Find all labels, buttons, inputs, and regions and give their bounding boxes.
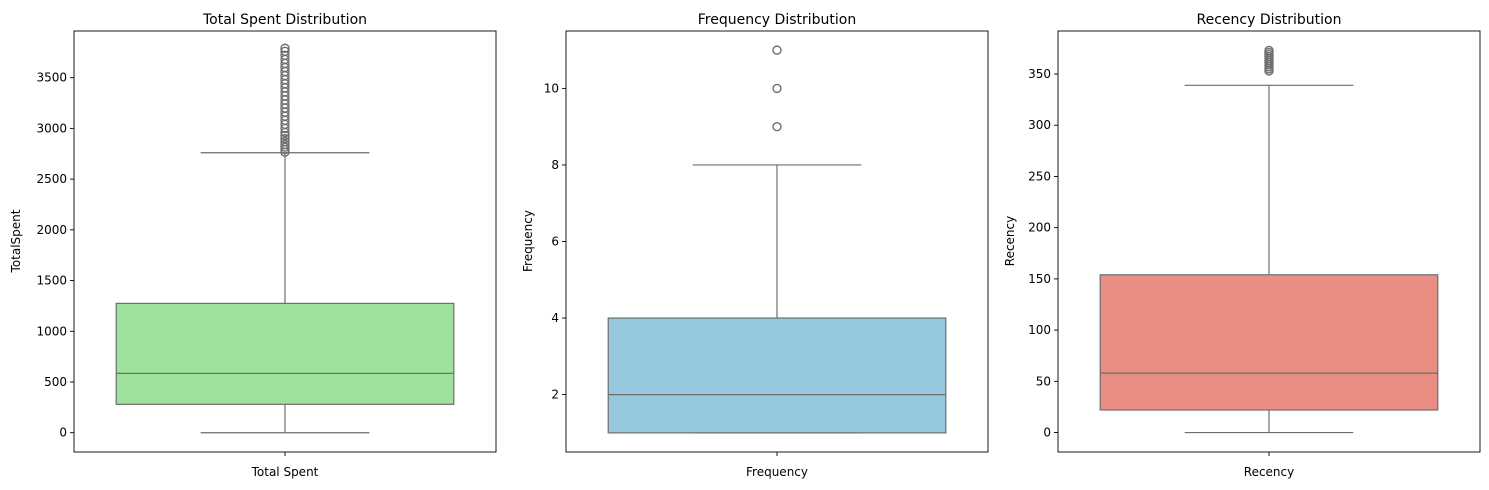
outlier-point bbox=[280, 133, 290, 144]
y-tick-label: 6 bbox=[551, 235, 559, 249]
plot-frame bbox=[565, 30, 989, 453]
panel-frequency: Frequency Distribution Frequency Frequen… bbox=[521, 12, 989, 479]
y-tick-label: 10 bbox=[544, 81, 559, 95]
y-tick-label: 350 bbox=[1028, 67, 1051, 81]
plot-frame bbox=[1057, 30, 1481, 453]
y-tick-label: 100 bbox=[1028, 323, 1051, 337]
iqr-box bbox=[115, 302, 455, 405]
outlier-point bbox=[280, 43, 290, 53]
y-tick-label: 1500 bbox=[36, 274, 67, 288]
y-tick-label: 3000 bbox=[36, 121, 67, 135]
y-tick-label: 200 bbox=[1028, 221, 1051, 235]
y-axis-label: Recency bbox=[1003, 216, 1017, 266]
y-axis-label: TotalSpent bbox=[9, 209, 23, 273]
outlier-point bbox=[280, 136, 290, 147]
panel-title: Frequency Distribution bbox=[698, 12, 856, 28]
y-axis-label: Frequency bbox=[521, 210, 535, 272]
plot-area-frequency: 2 4 6 8 10 bbox=[544, 30, 989, 456]
iqr-box bbox=[1099, 274, 1439, 411]
y-tick-label: 500 bbox=[44, 375, 67, 389]
outlier-point bbox=[280, 139, 290, 150]
y-tick-label: 3500 bbox=[36, 71, 67, 85]
plot-area-total-spent: 0 500 1000 1500 2000 2500 3000 3500 bbox=[36, 30, 497, 456]
y-tick-label: 1000 bbox=[36, 324, 67, 338]
panel-title: Total Spent Distribution bbox=[202, 12, 367, 28]
y-tick-label: 2 bbox=[551, 388, 559, 402]
plot-area-recency: 0 50 100 150 200 250 300 350 bbox=[1028, 30, 1481, 456]
y-tick-label: 150 bbox=[1028, 272, 1051, 286]
iqr-box bbox=[607, 317, 947, 434]
outlier-point bbox=[772, 121, 782, 132]
y-tick-label: 8 bbox=[551, 158, 559, 172]
panel-recency: Recency Distribution Recency Recency 0 50… bbox=[1003, 12, 1481, 479]
x-tick-label: Total Spent bbox=[251, 465, 319, 479]
y-tick-label: 50 bbox=[1036, 374, 1051, 388]
y-tick-label: 2500 bbox=[36, 172, 67, 186]
y-tick-label: 300 bbox=[1028, 118, 1051, 132]
outlier-point bbox=[280, 50, 290, 61]
y-tick-label: 2000 bbox=[36, 223, 67, 237]
panel-total-spent: Total Spent Distribution TotalSpent Tota… bbox=[9, 12, 497, 479]
plot-frame bbox=[73, 30, 497, 453]
y-tick-label: 250 bbox=[1028, 169, 1051, 183]
panel-title: Recency Distribution bbox=[1196, 12, 1341, 28]
outlier-point bbox=[1264, 45, 1274, 56]
y-tick-label: 4 bbox=[551, 311, 559, 325]
y-tick-label: 0 bbox=[1043, 426, 1051, 440]
y-tick-label: 0 bbox=[59, 426, 67, 440]
x-tick-label: Recency bbox=[1244, 465, 1294, 479]
x-tick-label: Frequency bbox=[746, 465, 808, 479]
outlier-point bbox=[280, 46, 290, 56]
outlier-point bbox=[772, 45, 782, 55]
outlier-point bbox=[772, 83, 782, 94]
outlier-point bbox=[280, 130, 290, 141]
